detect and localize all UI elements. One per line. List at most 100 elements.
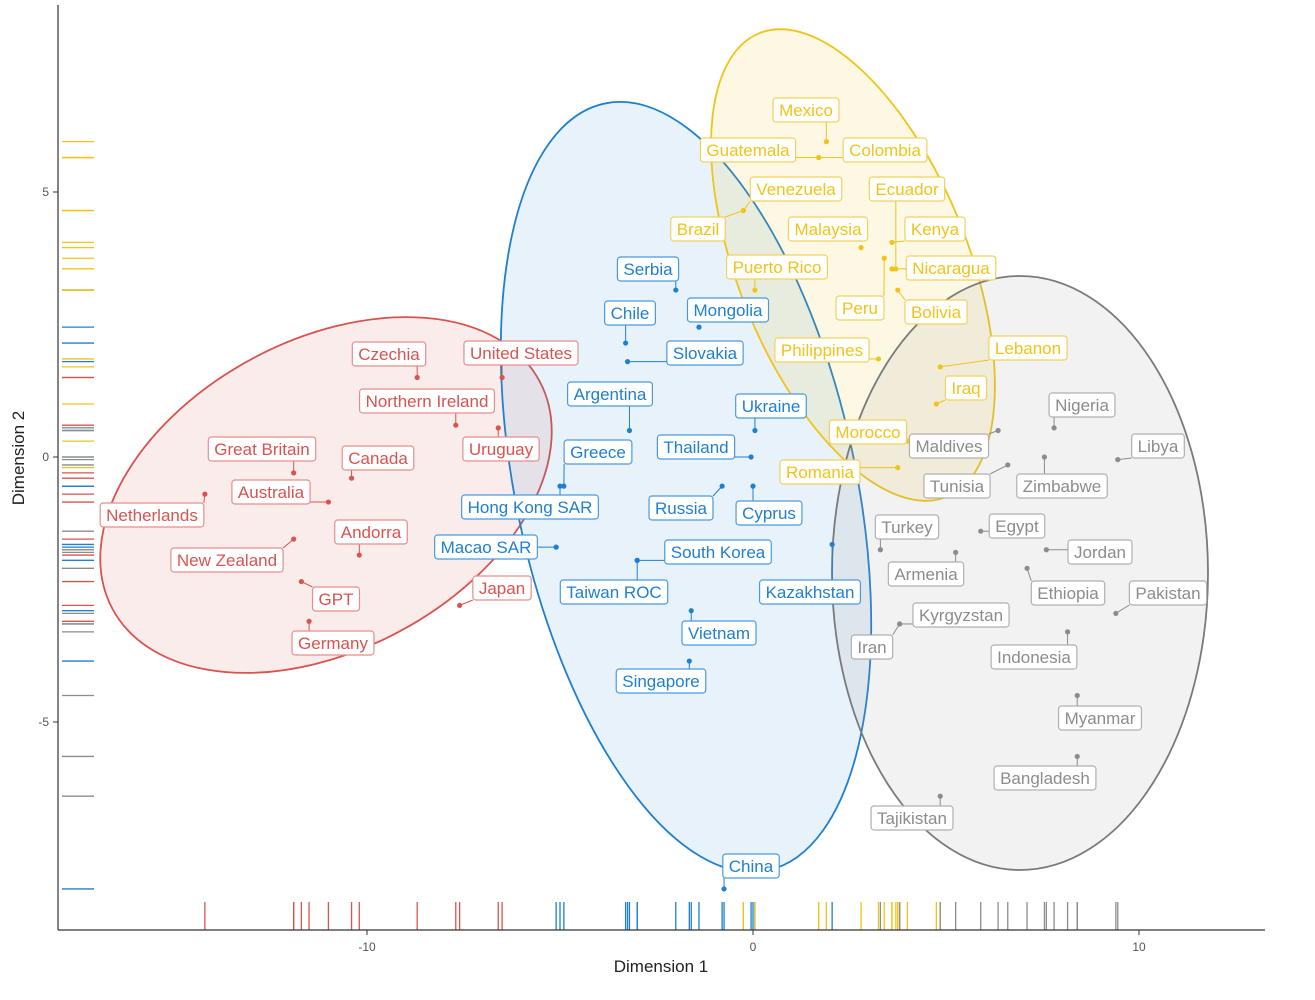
point-label: Hong Kong SAR: [461, 494, 599, 520]
label-box: [774, 337, 870, 363]
x-tick-label: -10: [358, 940, 376, 954]
label-box: [358, 388, 496, 414]
label-text: Egypt: [995, 517, 1039, 536]
data-point: [623, 340, 629, 346]
label-text: Nicaragua: [912, 259, 990, 278]
label-text: Kenya: [911, 220, 960, 239]
point-label: Canada: [341, 445, 415, 471]
label-text: Bolivia: [911, 303, 962, 322]
point-label: Romania: [779, 459, 861, 485]
label-text: New Zealand: [177, 551, 277, 570]
data-point: [561, 483, 567, 489]
label-text: Jordan: [1074, 543, 1126, 562]
label-text: Netherlands: [106, 506, 198, 525]
label-text: Great Britain: [214, 440, 309, 459]
point-label: Australia: [231, 479, 311, 505]
label-text: GPT: [319, 590, 354, 609]
label-box: [868, 176, 946, 202]
data-point: [953, 549, 959, 556]
point-label: Taiwan ROC: [559, 579, 669, 605]
point-label: Germany: [291, 630, 375, 656]
point-label: Ethiopia: [1030, 580, 1106, 606]
label-text: Greece: [570, 443, 626, 462]
label-box: [341, 445, 415, 471]
data-point: [937, 793, 943, 799]
data-point: [1043, 547, 1049, 553]
label-text: Ethiopia: [1037, 584, 1099, 603]
data-point: [356, 552, 362, 558]
point-label: Kazakhstan: [758, 579, 862, 605]
label-text: Hong Kong SAR: [468, 498, 593, 517]
data-point: [1041, 454, 1048, 460]
point-label: Kyrgyzstan: [912, 602, 1010, 628]
label-box: [462, 436, 540, 462]
label-text: Kazakhstan: [766, 583, 855, 602]
label-text: China: [729, 857, 774, 876]
data-point: [858, 245, 864, 251]
data-points: [202, 139, 1121, 892]
data-point: [414, 374, 420, 381]
label-box: [648, 495, 714, 521]
point-label: Czechia: [351, 341, 427, 367]
data-point: [719, 483, 725, 489]
label-box: [904, 216, 966, 242]
data-point: [897, 621, 903, 627]
data-point: [673, 287, 679, 293]
label-text: Uruguay: [469, 440, 534, 459]
data-point: [298, 578, 304, 585]
label-text: Tunisia: [930, 477, 985, 496]
label-text: Chile: [611, 304, 650, 323]
label-text: Ukraine: [742, 397, 801, 416]
point-label: Myanmar: [1057, 705, 1143, 731]
label-text: Peru: [842, 299, 878, 318]
data-point: [202, 491, 208, 497]
point-label: Bangladesh: [993, 765, 1097, 791]
y-tick-label: 5: [42, 185, 49, 199]
data-point: [499, 374, 505, 381]
point-label: New Zealand: [170, 547, 284, 573]
data-point: [748, 454, 754, 460]
data-point: [1005, 462, 1011, 468]
point-label: Peru: [835, 295, 885, 321]
label-box: [463, 340, 579, 366]
label-box: [923, 473, 991, 499]
x-tick-label: 0: [750, 940, 757, 954]
point-label: Kenya: [904, 216, 966, 242]
label-connector: [1115, 604, 1130, 614]
y-tick-label: 0: [42, 450, 49, 464]
label-text: Argentina: [574, 385, 647, 404]
label-box: [170, 547, 284, 573]
point-label: Indonesia: [990, 644, 1078, 670]
label-connector: [940, 359, 989, 368]
point-label: Macao SAR: [434, 534, 538, 560]
data-point: [453, 422, 459, 428]
label-box: [874, 514, 940, 540]
label-text: South Korea: [671, 543, 766, 562]
data-point: [557, 483, 563, 489]
point-label: South Korea: [664, 539, 772, 565]
label-text: Guatemala: [706, 141, 790, 160]
label-box: [772, 97, 840, 123]
point-label: Tajikistan: [870, 805, 954, 831]
data-point: [889, 239, 895, 245]
point-label: Cyprus: [735, 500, 803, 526]
label-box: [1030, 580, 1106, 606]
label-box: [351, 341, 427, 367]
label-box: [604, 300, 656, 326]
data-point: [626, 427, 633, 434]
point-label: Great Britain: [207, 436, 317, 462]
data-point: [889, 266, 895, 272]
label-box: [787, 216, 869, 242]
data-point: [933, 401, 939, 407]
label-box: [472, 575, 532, 601]
label-box: [725, 254, 829, 280]
label-box: [912, 602, 1010, 628]
label-box: [842, 137, 928, 163]
point-label: Uruguay: [462, 436, 540, 462]
data-point: [1024, 565, 1030, 571]
point-label: Puerto Rico: [725, 254, 829, 280]
data-point: [937, 364, 943, 370]
label-text: Lebanon: [995, 339, 1061, 358]
label-text: Tajikistan: [877, 809, 947, 828]
label-text: Australia: [238, 483, 305, 502]
